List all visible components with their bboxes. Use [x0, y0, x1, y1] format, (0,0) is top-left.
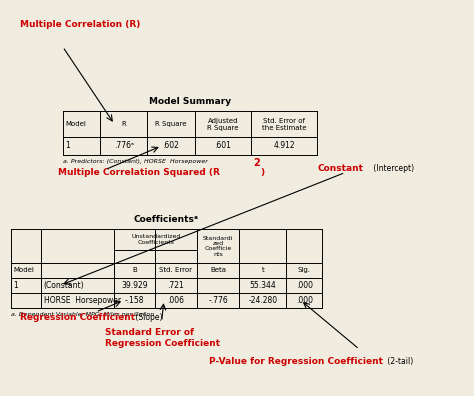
Text: B: B [132, 267, 137, 273]
Text: -.776: -.776 [208, 296, 228, 305]
Text: Adjusted
R Square: Adjusted R Square [207, 118, 238, 131]
Text: Model: Model [65, 121, 86, 127]
Text: Standard Error of
Regression Coefficient: Standard Error of Regression Coefficient [105, 327, 220, 348]
Text: t: t [262, 267, 264, 273]
Text: R Square: R Square [155, 121, 187, 127]
Text: 4.912: 4.912 [273, 141, 295, 150]
Text: -24.280: -24.280 [248, 296, 277, 305]
Text: Model Summary: Model Summary [149, 97, 231, 106]
Text: Model: Model [13, 267, 34, 273]
Text: ): ) [261, 168, 264, 177]
Text: Std. Error: Std. Error [159, 267, 192, 273]
Text: Multiple Correlation Squared (R: Multiple Correlation Squared (R [58, 168, 220, 177]
Text: HORSE  Horsepower: HORSE Horsepower [44, 296, 121, 305]
Text: (Slope): (Slope) [133, 313, 163, 322]
Text: (2-tail): (2-tail) [385, 357, 414, 366]
Text: Beta: Beta [210, 267, 226, 273]
Text: Multiple Correlation (R): Multiple Correlation (R) [20, 21, 141, 29]
Text: Sig.: Sig. [298, 267, 310, 273]
Text: .601: .601 [214, 141, 231, 150]
Text: Standardi
zed
Coefficie
nts: Standardi zed Coefficie nts [203, 236, 233, 257]
Text: 1: 1 [65, 141, 70, 150]
Text: Constant: Constant [317, 164, 363, 173]
Text: -.158: -.158 [125, 296, 144, 305]
Text: Unstandardized
Coefficients: Unstandardized Coefficients [131, 234, 181, 245]
Text: .602: .602 [163, 141, 180, 150]
Text: Regression Coefficient: Regression Coefficient [20, 313, 136, 322]
Text: .721: .721 [167, 281, 184, 290]
Text: 55.344: 55.344 [249, 281, 276, 290]
Text: Std. Error of
the Estimate: Std. Error of the Estimate [262, 118, 306, 131]
Text: 2: 2 [254, 158, 260, 168]
Text: .000: .000 [296, 296, 313, 305]
Text: R: R [121, 121, 126, 127]
Text: 39.929: 39.929 [121, 281, 148, 290]
Text: a. Predictors: (Constant), HORSE  Horsepower: a. Predictors: (Constant), HORSE Horsepo… [63, 159, 208, 164]
Text: P-Value for Regression Coefficient: P-Value for Regression Coefficient [209, 357, 383, 366]
Text: .006: .006 [167, 296, 184, 305]
Text: 1: 1 [13, 281, 18, 290]
Text: .776ᵃ: .776ᵃ [114, 141, 134, 150]
Text: .000: .000 [296, 281, 313, 290]
Text: a. Dependent Variable: MPG  Miles per Gallon: a. Dependent Variable: MPG Miles per Gal… [11, 312, 154, 317]
Text: Coefficientsᵃ: Coefficientsᵃ [134, 215, 199, 224]
Text: (Intercept): (Intercept) [371, 164, 414, 173]
Text: (Constant): (Constant) [44, 281, 84, 290]
